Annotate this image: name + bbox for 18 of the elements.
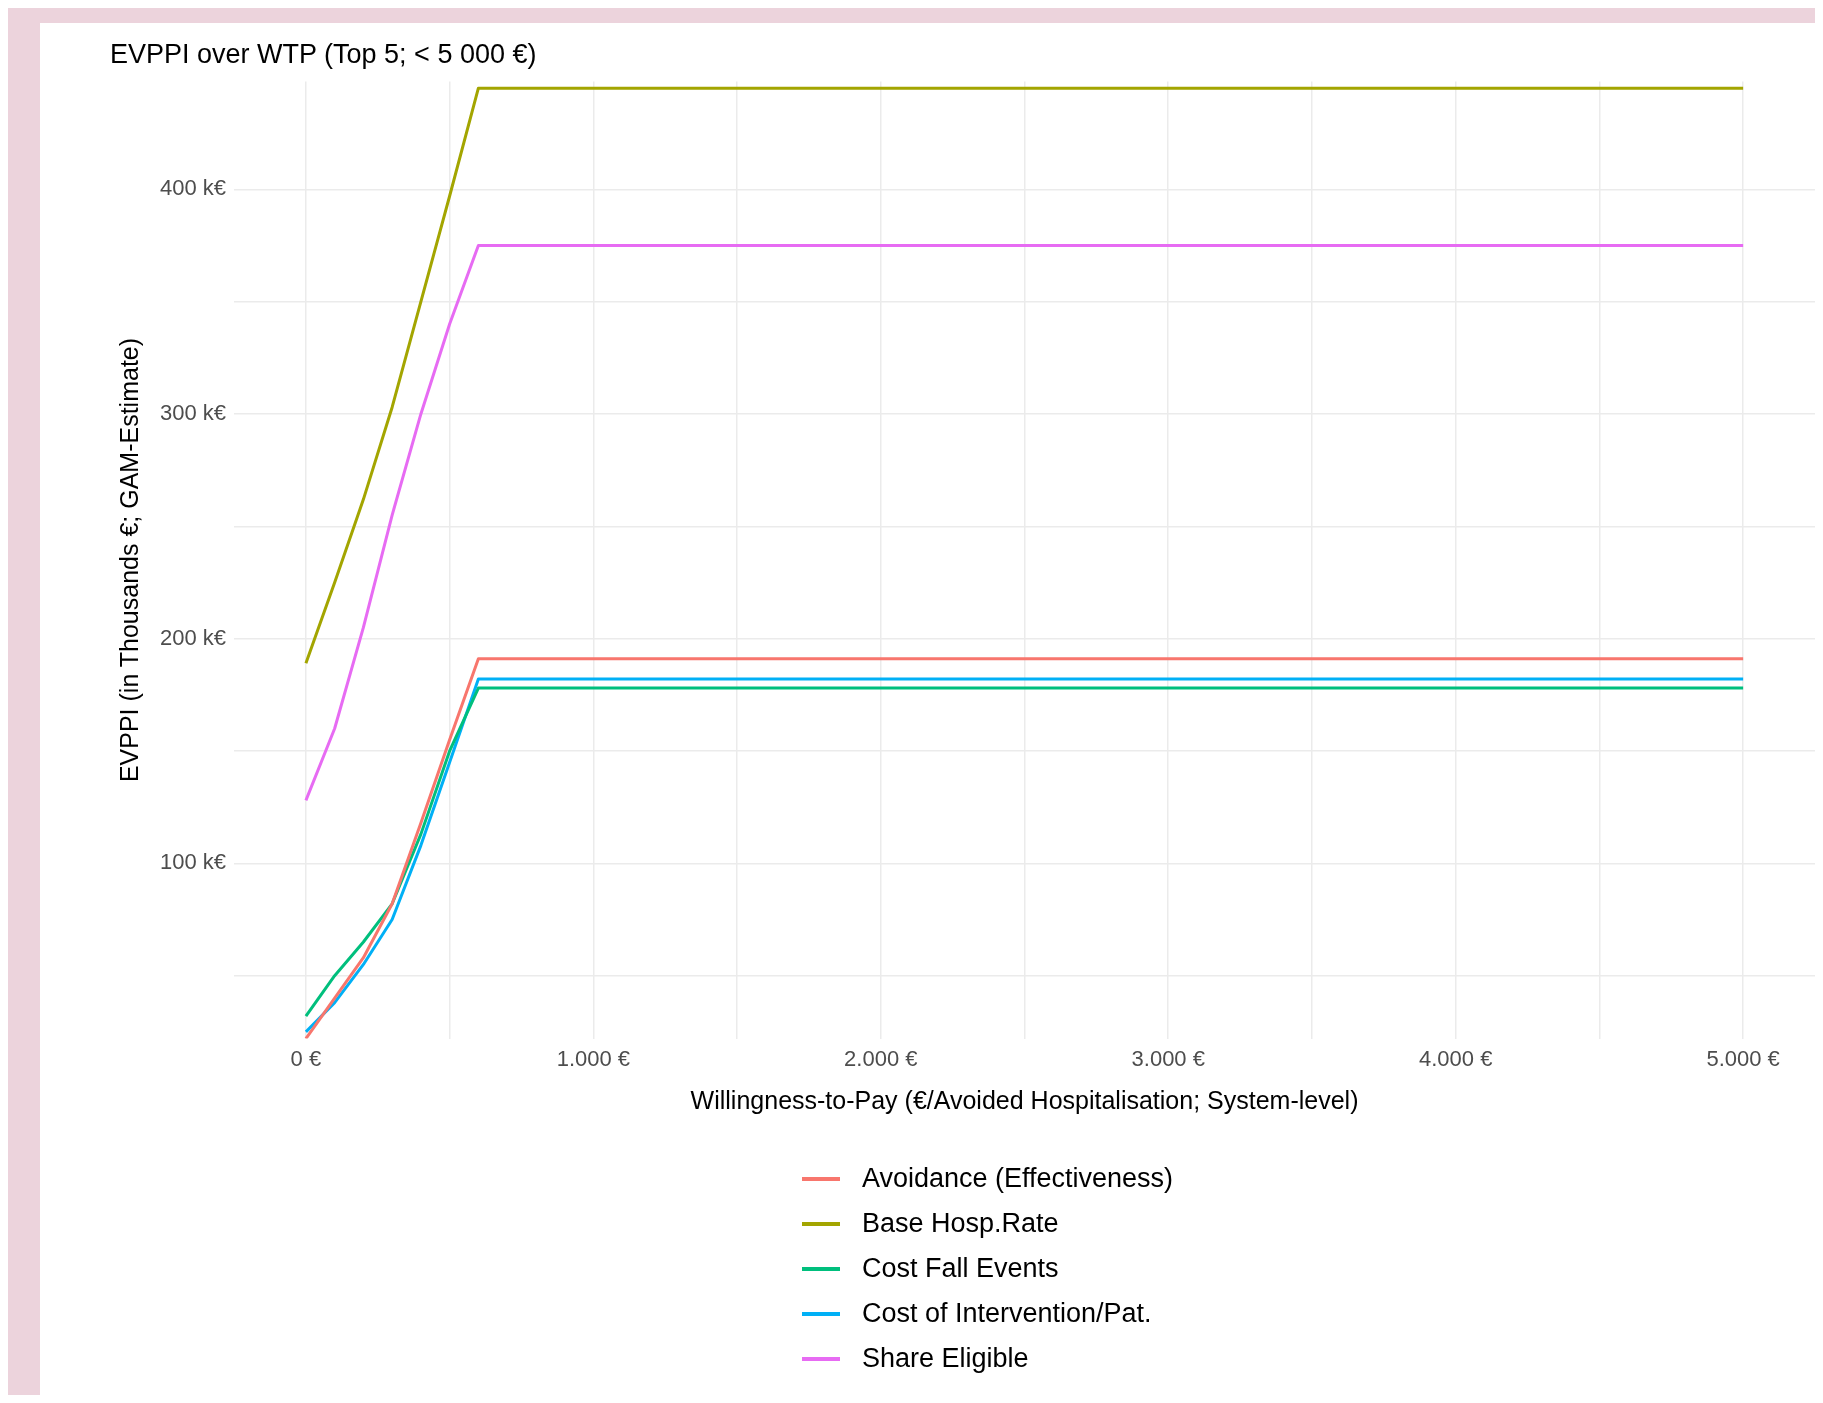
x-tick-label: 3.000 € bbox=[1131, 1045, 1205, 1071]
x-tick-label: 1.000 € bbox=[556, 1045, 631, 1071]
y-tick-label: 400 k€ bbox=[159, 175, 227, 201]
legend-label: Cost of Intervention/Pat. bbox=[861, 1298, 1152, 1329]
y-tick-label: 200 k€ bbox=[159, 624, 227, 650]
legend-label: Base Hosp.Rate bbox=[861, 1208, 1059, 1239]
legend-label: Cost Fall Events bbox=[861, 1253, 1059, 1284]
x-tick-label: 5.000 € bbox=[1706, 1045, 1780, 1071]
chart-title: EVPPI over WTP (Top 5; < 5 000 €) bbox=[110, 38, 537, 69]
x-axis-title: Willingness-to-Pay (€/Avoided Hospitalisation; System-level) bbox=[690, 1085, 1359, 1114]
legend-label: Avoidance (Effectiveness) bbox=[861, 1163, 1174, 1194]
y-tick-label: 100 k€ bbox=[159, 849, 227, 875]
y-axis-title: EVPPI (in Thousands €; GAM-Estimate) bbox=[114, 337, 143, 783]
x-tick-label: 0 € bbox=[290, 1045, 322, 1071]
x-tick-label: 4.000 € bbox=[1418, 1045, 1493, 1071]
y-tick-label: 300 k€ bbox=[159, 400, 227, 426]
x-tick-label: 2.000 € bbox=[844, 1045, 918, 1071]
legend-label: Share Eligible bbox=[861, 1343, 1029, 1374]
